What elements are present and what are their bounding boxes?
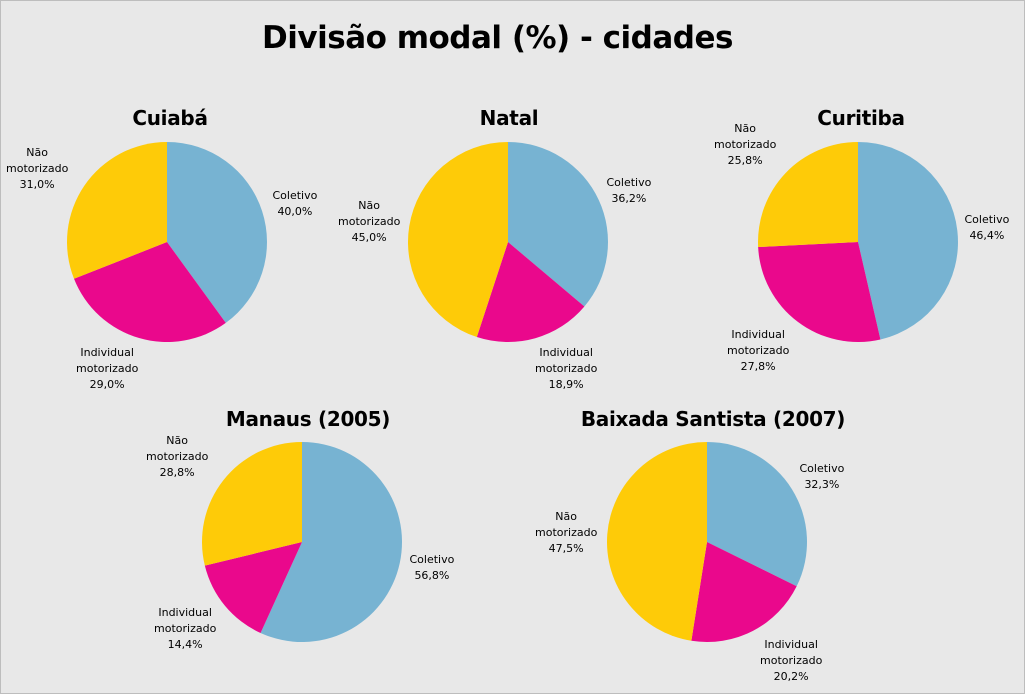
slice-baixada-santista-2007-nao-motorizado: [606, 442, 707, 641]
pie-manaus-2005: [202, 442, 402, 642]
data-label-cuiaba-nao-motorizado: Não motorizado 31,0%: [6, 145, 68, 193]
data-label-line: motorizado: [727, 344, 790, 357]
data-label-cuiaba-coletivo: Coletivo 40,0%: [273, 188, 318, 220]
data-label-curitiba-nao-motorizado: Não motorizado 25,8%: [714, 121, 776, 169]
slice-baixada-santista-2007-coletivo: [707, 442, 807, 587]
data-label-natal-individual-motorizado: Individual motorizado 18,9%: [535, 345, 597, 393]
data-label-line: Não: [555, 510, 577, 523]
data-label-curitiba-coletivo: Coletivo 46,4%: [965, 212, 1010, 244]
slice-manaus-2005-nao-motorizado: [202, 442, 302, 566]
data-label-line: Individual: [158, 606, 212, 619]
data-label-line: motorizado: [535, 362, 598, 375]
chart-title-natal: Natal: [479, 106, 539, 130]
data-label-line: motorizado: [760, 654, 823, 667]
slice-cuiaba-coletivo: [167, 142, 267, 323]
data-label-line: 25,8%: [727, 154, 763, 167]
chart-title-manaus-2005: Manaus (2005): [225, 407, 391, 431]
main-title: Divisão modal (%) - cidades: [262, 20, 733, 56]
data-label-line: motorizado: [6, 162, 69, 175]
data-label-manaus-2005-nao-motorizado: Não motorizado 28,8%: [146, 433, 208, 481]
data-label-line: Coletivo: [799, 462, 845, 475]
data-label-line: 32,3%: [804, 478, 840, 491]
data-label-line: Coletivo: [272, 189, 318, 202]
data-label-line: motorizado: [338, 215, 401, 228]
data-label-line: 56,8%: [414, 569, 450, 582]
pie-baixada-santista-2007: [606, 442, 807, 643]
data-label-line: 14,4%: [167, 638, 203, 651]
data-label-line: motorizado: [535, 526, 598, 539]
slice-natal-nao-motorizado: [407, 142, 508, 338]
data-label-natal-nao-motorizado: Não motorizado 45,0%: [338, 198, 400, 246]
data-label-line: Individual: [731, 328, 785, 341]
data-label-line: motorizado: [146, 450, 209, 463]
data-label-line: motorizado: [154, 622, 217, 635]
slice-cuiaba-nao-motorizado: [66, 142, 167, 279]
data-label-line: Individual: [764, 638, 818, 651]
slice-manaus-2005-individual-motorizado: [204, 542, 302, 634]
data-label-line: Coletivo: [409, 553, 455, 566]
data-label-natal-coletivo: Coletivo 36,2%: [607, 175, 652, 207]
slice-natal-individual-motorizado: [476, 242, 585, 343]
data-label-manaus-2005-individual-motorizado: Individual motorizado 14,4%: [154, 605, 216, 653]
data-label-line: 45,0%: [351, 231, 387, 244]
data-label-line: Coletivo: [606, 176, 652, 189]
data-label-line: Individual: [80, 346, 134, 359]
data-label-line: Coletivo: [964, 213, 1010, 226]
slice-natal-coletivo: [508, 142, 608, 307]
pie-cuiaba: [66, 142, 267, 343]
pie-curitiba: [758, 142, 958, 342]
data-label-line: 40,0%: [277, 205, 313, 218]
chart-title-cuiaba: Cuiabá: [132, 106, 208, 130]
data-label-curitiba-individual-motorizado: Individual motorizado 27,8%: [727, 327, 789, 375]
data-label-line: 46,4%: [969, 229, 1005, 242]
data-label-line: 20,2%: [773, 670, 809, 683]
slice-curitiba-coletivo: [858, 142, 958, 340]
slice-curitiba-individual-motorizado: [758, 242, 881, 342]
data-label-line: motorizado: [714, 138, 777, 151]
slice-manaus-2005-coletivo: [260, 442, 402, 642]
data-label-line: Não: [358, 199, 380, 212]
data-label-line: 29,0%: [89, 378, 125, 391]
data-label-line: 47,5%: [548, 542, 584, 555]
data-label-baixada-santista-2007-individual-motorizado: Individual motorizado 20,2%: [760, 637, 822, 685]
data-label-line: motorizado: [76, 362, 139, 375]
data-label-baixada-santista-2007-coletivo: Coletivo 32,3%: [800, 461, 845, 493]
data-label-line: 28,8%: [159, 466, 195, 479]
pie-natal: [407, 142, 608, 343]
slice-baixada-santista-2007-individual-motorizado: [691, 542, 797, 643]
data-label-line: Não: [166, 434, 188, 447]
data-label-line: 36,2%: [611, 192, 647, 205]
slice-cuiaba-individual-motorizado: [74, 242, 226, 343]
data-label-line: Não: [26, 146, 48, 159]
data-label-line: Individual: [539, 346, 593, 359]
data-label-baixada-santista-2007-nao-motorizado: Não motorizado 47,5%: [535, 509, 597, 557]
chart-title-baixada-santista-2007: Baixada Santista (2007): [580, 407, 846, 431]
data-label-line: 18,9%: [548, 378, 584, 391]
data-label-line: Não: [734, 122, 756, 135]
slice-curitiba-nao-motorizado: [758, 142, 858, 248]
data-label-cuiaba-individual-motorizado: Individual motorizado 29,0%: [76, 345, 138, 393]
data-label-line: 31,0%: [19, 178, 55, 191]
data-label-line: 27,8%: [740, 360, 776, 373]
chart-title-curitiba: Curitiba: [817, 106, 905, 130]
data-label-manaus-2005-coletivo: Coletivo 56,8%: [410, 552, 455, 584]
